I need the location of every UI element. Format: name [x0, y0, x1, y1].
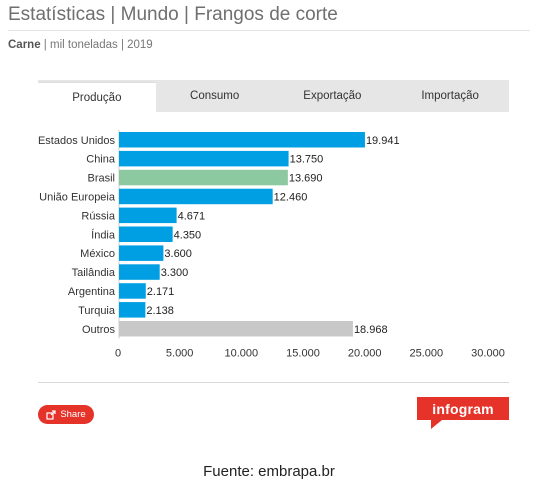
x-tick-label-0: 0 — [115, 348, 121, 360]
infogram-logo-text: infogram — [417, 397, 509, 420]
bar-india — [119, 226, 173, 242]
title-divider — [8, 30, 530, 31]
subtitle-category: Carne — [8, 39, 41, 51]
bar-russia — [119, 207, 177, 224]
subtitle-details: | mil toneladas | 2019 — [40, 39, 153, 51]
bar-mexico — [119, 245, 164, 261]
category-label-india: Índia — [91, 228, 116, 241]
value-label-brasil: 13.690 — [289, 173, 323, 185]
category-label-outros: Outros — [82, 324, 116, 336]
bar-argentina — [119, 283, 146, 299]
x-tick-label-6: 30.000 — [471, 348, 505, 360]
value-label-outros: 18.968 — [354, 324, 388, 336]
bar-chart: Estados Unidos 19.941 China 13.750 Brasil 13.… — [38, 130, 505, 360]
value-label-mexico: 3.600 — [164, 248, 192, 260]
share-button[interactable]: Share — [38, 405, 94, 424]
tab-producao[interactable]: Produção — [38, 82, 156, 112]
category-label-mexico: México — [80, 248, 115, 260]
value-label-argentina: 2.171 — [147, 286, 175, 298]
page-title: Estatísticas | Mundo | Frangos de corte — [8, 4, 338, 25]
category-label-brasil: Brasil — [87, 173, 115, 185]
bar-outros — [119, 321, 353, 337]
category-label-tailandia: Tailândia — [72, 267, 116, 279]
value-label-india: 4.350 — [174, 229, 202, 241]
infogram-logo-tail — [431, 420, 442, 429]
value-label-china: 13.750 — [290, 154, 324, 166]
footer-divider — [38, 382, 509, 383]
tab-bar: Produção Consumo Exportação Importação — [38, 80, 509, 112]
x-tick-label-3: 15.000 — [286, 348, 320, 360]
bar-estados-unidos — [119, 132, 365, 148]
bar-china — [119, 150, 289, 167]
category-label-estados-unidos: Estados Unidos — [38, 135, 116, 147]
source-caption: Fuente: embrapa.br — [203, 463, 335, 480]
bar-uniao-europeia — [119, 188, 273, 205]
x-tick-label-2: 10.000 — [225, 348, 259, 360]
value-label-russia: 4.671 — [178, 210, 206, 222]
infogram-logo[interactable]: infogram — [417, 397, 509, 431]
page-subtitle: Carne | mil toneladas | 2019 — [8, 39, 153, 51]
value-label-turquia: 2.138 — [146, 305, 174, 317]
tab-exportacao[interactable]: Exportação — [303, 90, 362, 102]
bar-tailandia — [119, 264, 160, 280]
bar-brasil — [119, 169, 288, 186]
value-label-uniao-europeia: 12.460 — [274, 191, 308, 203]
value-label-tailandia: 3.300 — [161, 267, 189, 279]
share-label: Share — [60, 409, 86, 420]
category-label-russia: Rússia — [81, 210, 116, 222]
tab-consumo[interactable]: Consumo — [190, 90, 240, 102]
value-label-estados-unidos: 19.941 — [366, 135, 400, 147]
share-icon — [46, 409, 56, 420]
bar-turquia — [119, 302, 146, 318]
x-tick-label-5: 25.000 — [410, 348, 444, 360]
tab-importacao[interactable]: Importação — [421, 90, 479, 102]
category-label-china: China — [86, 154, 116, 166]
category-label-argentina: Argentina — [68, 286, 116, 298]
category-label-uniao-europeia: União Europeia — [39, 191, 116, 203]
x-tick-label-4: 20.000 — [348, 348, 382, 360]
category-label-turquia: Turquia — [78, 305, 116, 317]
x-tick-label-1: 5.000 — [166, 348, 194, 360]
